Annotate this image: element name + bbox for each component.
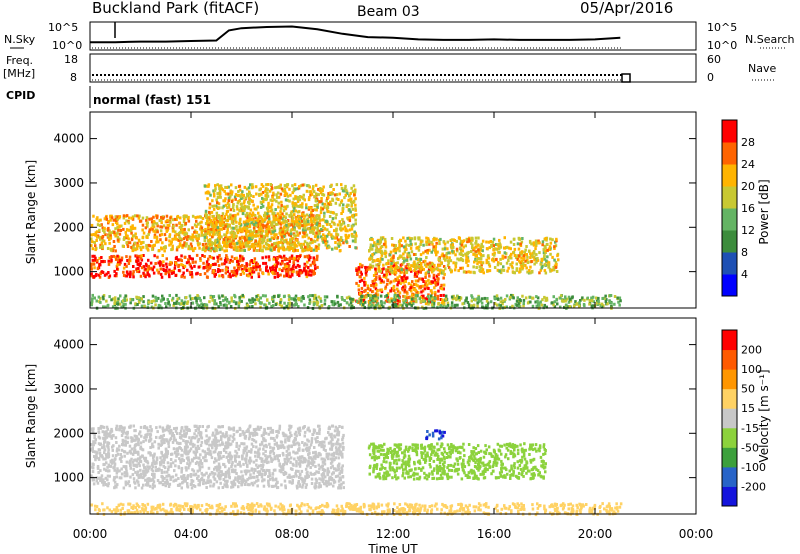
beam-title: Beam 03 [357,4,420,20]
power-colorbar: 28 24 20 16 12 8 4 [721,119,755,297]
colorbar-swatch [722,142,737,165]
noise-right-label: N.Search [745,33,795,46]
colorbar-swatch [722,427,737,448]
colorbar-swatch [722,120,737,143]
colorbar-swatch [722,369,737,390]
colorbar-swatch [722,186,737,209]
colorbar-swatch [722,349,737,370]
freq-end-block [621,73,631,83]
colorbar-tick-label: 4 [741,268,748,281]
colorbar-tick-label: 50 [741,383,755,396]
freq-left-tick-top: 18 [64,53,78,66]
y-tick-label: 2000 [53,426,84,440]
colorbar-tick-label: 8 [741,246,748,259]
noise-right-tick-bottom: 10^0 [707,39,737,52]
y-tick-label: 3000 [53,176,84,190]
velocity-panel: Slant Range [km] 1000 2000 3000 4000 [24,317,697,517]
colorbar-tick-label: 12 [741,224,755,237]
velocity-yticks: 1000 2000 3000 4000 [53,338,696,485]
freq-right-tick-bottom: 0 [707,71,714,84]
noise-left-label: N.Sky [4,33,36,46]
x-axis: 00:00 04:00 08:00 12:00 16:00 20:00 00:00 [73,112,714,541]
colorbar-swatch [722,330,737,351]
x-axis-label: Time UT [367,542,418,554]
colorbar-swatch [722,208,737,231]
y-tick-label: 1000 [53,471,84,485]
colorbar-tick-label: 200 [741,344,762,357]
noise-right-tick-top: 10^5 [707,21,737,34]
date-title: 05/Apr/2016 [580,0,673,17]
colorbar-swatch [722,447,737,468]
nave-label: Nave [748,62,776,75]
colorbar-tick-label: 20 [741,180,755,193]
colorbar-tick-label: -15 [741,422,759,435]
noise-panel: N.Sky 10^5 10^0 10^5 10^0 N.Search [4,21,795,52]
heatmap-feature [425,429,446,441]
freq-right-tick-top: 60 [707,53,721,66]
heatmap-feature [203,183,358,253]
x-tick-label: 00:00 [73,527,108,541]
y-tick-label: 4000 [53,132,84,146]
y-tick-label: 4000 [53,338,84,352]
colorbar-tick-label: 16 [741,202,755,215]
x-tick-label: 20:00 [578,527,613,541]
colorbar-swatch [722,230,737,253]
velocity-data [90,424,623,517]
x-tick-label: 08:00 [275,527,310,541]
colorbar-swatch [722,252,737,275]
heatmap-feature [90,253,319,279]
colorbar-frame [721,119,738,297]
colorbar-swatch [722,274,737,297]
y-tick-label: 1000 [53,265,84,279]
nsky-line [90,25,621,44]
colorbar-swatch [722,466,737,487]
freq-panel: Freq. [MHz] 18 8 60 0 Nave [3,53,776,84]
velocity-colorbar: 200 100 50 15 -15 -50 -100 -200 [721,329,766,507]
x-tick-label: 12:00 [376,527,411,541]
freq-label-line2: [MHz] [3,67,35,80]
freq-left-tick-bottom: 8 [70,71,77,84]
colorbar-tick-label: 100 [741,363,762,376]
x-tick-label: 00:00 [679,527,714,541]
freq-panel-frame [89,53,697,83]
x-tick-label: 04:00 [174,527,209,541]
colorbar-tick-label: 28 [741,136,755,149]
heatmap-feature [368,236,560,275]
velocity-colorbar-label: Velocity [m s⁻¹] [757,369,771,462]
colorbar-frame [721,329,738,507]
power-ylabel: Slant Range [km] [24,160,38,264]
site-title: Buckland Park (fitACF) [92,0,259,17]
power-data [90,183,622,311]
colorbar-tick-label: 15 [741,402,755,415]
heatmap-feature [90,424,345,490]
power-panel-frame [89,111,697,309]
colorbar-tick-label: 24 [741,158,755,171]
freq-label-line1: Freq. [6,54,33,67]
colorbar-tick-label: -50 [741,441,759,454]
heatmap-feature [367,442,547,481]
x-tick-label: 16:00 [477,527,512,541]
colorbar-swatch [722,164,737,187]
cpid-label: CPID [6,89,35,102]
colorbar-swatch [722,388,737,409]
noise-left-tick-bottom: 10^0 [52,39,82,52]
colorbar-tick-label: -200 [741,480,766,493]
power-panel: Slant Range [km] 1000 2000 3000 4000 [24,111,697,311]
y-tick-label: 3000 [53,382,84,396]
colorbar-tick-label: -100 [741,461,766,474]
velocity-ylabel: Slant Range [km] [24,364,38,468]
cpid-value: normal (fast) 151 [93,93,211,107]
colorbar-swatch [722,486,737,507]
power-colorbar-label: Power [dB] [757,179,771,244]
y-tick-label: 2000 [53,220,84,234]
power-yticks: 1000 2000 3000 4000 [53,132,696,279]
colorbar-swatch [722,408,737,429]
noise-left-tick-top: 10^5 [48,21,78,34]
noise-panel-frame [89,21,697,51]
